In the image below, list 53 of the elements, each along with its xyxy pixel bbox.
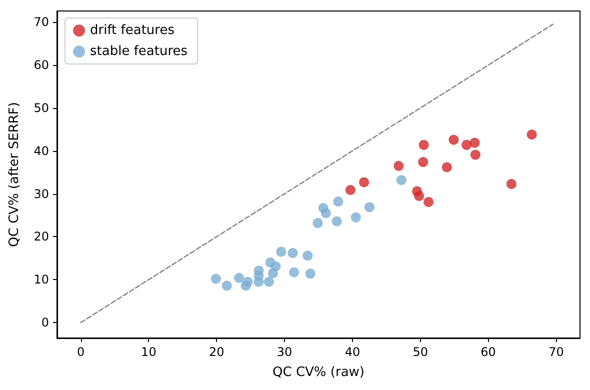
y-tick-label: 0	[41, 316, 49, 330]
point	[254, 270, 264, 281]
point	[470, 138, 480, 148]
point	[414, 190, 424, 201]
point	[418, 157, 428, 168]
point	[312, 218, 323, 228]
point	[332, 216, 342, 226]
legend-label: stable features	[90, 44, 188, 59]
point	[288, 248, 298, 258]
x-tick-label: 70	[548, 345, 564, 359]
point	[242, 276, 253, 287]
point	[350, 212, 361, 222]
x-tick-label: 60	[480, 345, 496, 359]
point	[462, 140, 472, 150]
point	[396, 175, 406, 186]
point	[359, 177, 370, 188]
point	[506, 178, 516, 189]
legend-label: drift features	[90, 23, 175, 38]
point	[364, 202, 374, 212]
y-tick-label: 10	[34, 272, 49, 287]
x-tick-label: 10	[141, 345, 156, 359]
y-tick-label: 70	[34, 15, 49, 30]
point	[305, 268, 316, 279]
point	[320, 208, 331, 218]
y-tick-label: 40	[34, 144, 49, 158]
point	[302, 250, 313, 261]
y-tick-label: 50	[34, 100, 49, 115]
point	[270, 261, 281, 272]
point	[289, 267, 300, 278]
point	[333, 196, 344, 207]
y-axis-title: QC CV% (after SERRF)	[7, 102, 22, 247]
point	[264, 276, 274, 287]
x-tick-label: 30	[276, 345, 292, 359]
point	[210, 274, 221, 284]
y-tick-label: 60	[34, 58, 49, 72]
point	[470, 150, 480, 160]
x-tick-label: 0	[76, 345, 85, 359]
point	[345, 184, 356, 195]
point	[418, 140, 429, 150]
point	[448, 134, 459, 145]
point	[442, 162, 452, 172]
point	[424, 196, 434, 207]
x-axis-title: QC CV% (raw)	[272, 365, 364, 380]
point	[222, 280, 232, 291]
y-tick-label: 20	[34, 230, 49, 244]
point	[526, 130, 537, 140]
y-tick-label: 30	[34, 186, 49, 201]
x-tick-label: 20	[208, 345, 224, 359]
point	[276, 246, 286, 257]
x-tick-label: 40	[344, 345, 360, 359]
point	[394, 160, 404, 171]
point	[234, 272, 244, 283]
x-tick-label: 50	[412, 345, 428, 359]
